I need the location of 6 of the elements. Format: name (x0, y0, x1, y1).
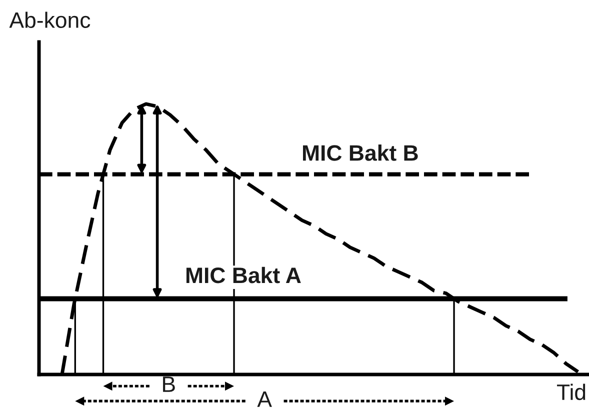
ref-line-label: MIC Bakt B (303, 144, 418, 161)
text: A (257, 392, 272, 407)
x-axis-title: Tid (557, 384, 586, 400)
y-axis-title: Ab-konc (9, 12, 90, 28)
text: B (163, 376, 175, 392)
ref-line-label: MIC Bakt A (186, 266, 301, 284)
